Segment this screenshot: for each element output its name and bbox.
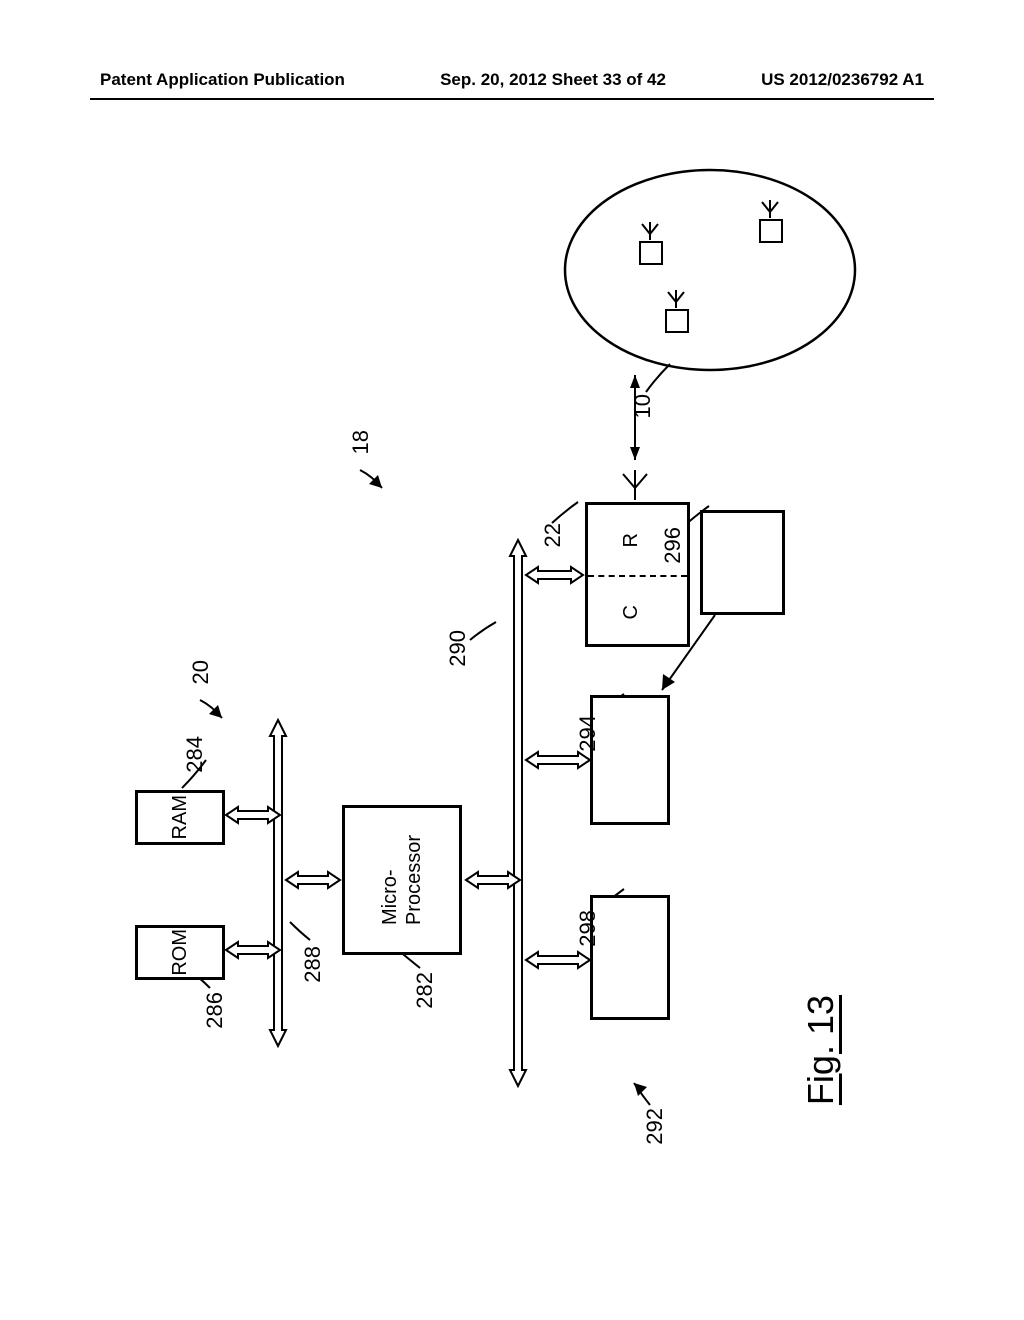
ref-290: 290 <box>445 630 471 667</box>
page-header: Patent Application Publication Sep. 20, … <box>0 70 1024 90</box>
ref-288: 288 <box>300 946 326 983</box>
ref-294: 294 <box>575 715 601 752</box>
cr-block: C R <box>585 502 690 647</box>
cr-c-label: C <box>620 605 643 619</box>
block-298 <box>590 895 670 1020</box>
ref-20: 20 <box>188 660 214 684</box>
cpu-label: Micro-Processor <box>378 835 426 925</box>
figure-label: Fig. 13 <box>800 995 842 1105</box>
header-divider <box>90 98 934 100</box>
header-right: US 2012/0236792 A1 <box>761 70 924 90</box>
ref-18: 18 <box>348 430 374 454</box>
rom-label: ROM <box>169 929 192 976</box>
header-left: Patent Application Publication <box>100 70 345 90</box>
rom-block: ROM <box>135 925 225 980</box>
header-center: Sep. 20, 2012 Sheet 33 of 42 <box>440 70 666 90</box>
ram-label: RAM <box>169 795 192 839</box>
cpu-block: Micro-Processor <box>342 805 462 955</box>
ref-10: 10 <box>630 394 656 418</box>
ref-298: 298 <box>575 910 601 947</box>
cr-r-label: R <box>620 533 643 547</box>
diagram: RAM ROM Micro-Processor C R 18 20 284 28… <box>120 160 900 1160</box>
block-296 <box>700 510 785 615</box>
ref-284: 284 <box>182 736 208 773</box>
ref-22: 22 <box>540 523 566 547</box>
ref-296: 296 <box>660 527 686 564</box>
ref-282: 282 <box>412 972 438 1009</box>
ram-block: RAM <box>135 790 225 845</box>
ref-286: 286 <box>202 992 228 1029</box>
diagram-svg <box>120 160 900 1160</box>
ref-292: 292 <box>642 1108 668 1145</box>
block-294 <box>590 695 670 825</box>
